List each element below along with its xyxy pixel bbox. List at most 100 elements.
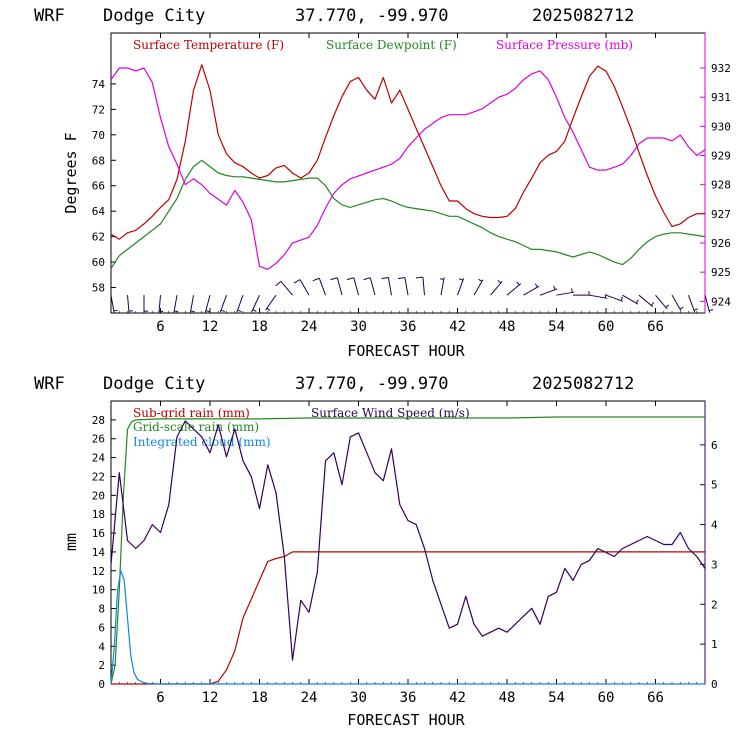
- panel2-y-axis-label: mm: [62, 533, 80, 551]
- x-tick-label: 60: [598, 319, 615, 335]
- y-left-tick-label: 12: [92, 565, 105, 578]
- x-tick-label: 42: [449, 319, 466, 335]
- y-left-tick-label: 2: [98, 659, 105, 672]
- y-left-tick-label: 64: [92, 205, 106, 218]
- panel1-y-axis-label: Degrees F: [62, 132, 80, 213]
- wind-barb: [557, 288, 575, 295]
- y-right-tick-label: 926: [711, 237, 731, 250]
- legend-surface-temperature: Surface Temperature (F): [133, 38, 284, 52]
- wind-barb: [590, 294, 608, 298]
- x-tick-label: 6: [156, 319, 164, 335]
- x-tick-label: 66: [647, 319, 664, 335]
- wind-barb: [266, 295, 276, 310]
- wind-barb: [381, 277, 391, 295]
- wind-barb: [540, 286, 557, 295]
- wind-barb: [474, 279, 483, 295]
- y-right-tick-label: 5: [711, 479, 718, 492]
- x-tick-label: 30: [350, 690, 367, 706]
- y-left-tick-label: 28: [92, 414, 105, 427]
- y-right-tick-label: 931: [711, 91, 731, 104]
- wind-barb: [294, 280, 309, 296]
- wind-barb: [144, 295, 148, 313]
- y-left-tick-label: 6: [98, 621, 105, 634]
- x-tick-label: 30: [350, 319, 367, 335]
- wind-barb: [347, 278, 358, 295]
- y-right-tick-label: 932: [711, 62, 731, 75]
- y-left-tick-label: 62: [92, 231, 105, 244]
- y-right-tick-label: 930: [711, 120, 731, 133]
- y-left-tick-label: 66: [92, 180, 105, 193]
- wind-barb: [458, 278, 464, 295]
- y-right-tick-label: 1: [711, 638, 718, 651]
- x-tick-label: 48: [499, 319, 516, 335]
- x-tick-label: 54: [548, 319, 565, 335]
- y-left-tick-label: 18: [92, 508, 105, 521]
- x-tick-label: 12: [202, 319, 219, 335]
- wind-barb: [491, 280, 503, 295]
- wind-barb: [128, 295, 133, 313]
- wind-barb: [252, 295, 260, 311]
- wind-barb: [398, 277, 408, 295]
- wind-barb: [606, 295, 623, 301]
- y-left-tick-label: 4: [98, 640, 105, 653]
- y-right-tick-label: 4: [711, 519, 718, 532]
- y-right-tick-label: 924: [711, 295, 731, 308]
- y-right-tick-label: 928: [711, 179, 731, 192]
- precipitation-wind-panel: WRF Dodge City 37.770, -99.970 202508271…: [34, 374, 718, 729]
- legend-surface-dewpoint: Surface Dewpoint (F): [326, 38, 457, 52]
- y-left-tick-label: 72: [92, 103, 105, 116]
- wind-barb: [639, 295, 654, 307]
- panel2-x-axis-label: FORECAST HOUR: [347, 711, 465, 729]
- panel1-series-lines: [111, 65, 705, 269]
- y-right-tick-label: 2: [711, 598, 718, 611]
- wind-barb: [237, 295, 243, 312]
- y-left-tick-label: 58: [92, 282, 105, 295]
- y-right-tick-label: 929: [711, 150, 731, 163]
- series-line-pressure: [111, 68, 705, 269]
- series-line-temperature: [111, 65, 705, 239]
- panel2-header-coords: 37.770, -99.970: [295, 374, 449, 394]
- wind-barb: [276, 281, 293, 295]
- x-tick-label: 36: [400, 319, 417, 335]
- wind-barb: [174, 295, 178, 313]
- panel1-plot-frame: [111, 33, 705, 313]
- wind-barb: [364, 278, 375, 295]
- panel1-header-model: WRF: [34, 6, 65, 26]
- x-tick-label: 36: [400, 690, 417, 706]
- y-left-tick-label: 8: [98, 603, 105, 616]
- series-line-integrated-cloud: [111, 571, 705, 684]
- series-line-gridscale-rain: [111, 417, 705, 684]
- y-left-tick-label: 10: [92, 584, 105, 597]
- y-left-tick-label: 68: [92, 154, 105, 167]
- series-line-subgrid-rain: [111, 552, 705, 684]
- wind-barb: [623, 295, 639, 304]
- y-left-tick-label: 60: [92, 256, 105, 269]
- y-left-tick-label: 16: [92, 527, 105, 540]
- y-left-tick-label: 24: [92, 452, 106, 465]
- wind-barb: [656, 295, 669, 309]
- x-tick-label: 24: [301, 690, 318, 706]
- y-right-tick-label: 925: [711, 266, 731, 279]
- y-right-tick-label: 3: [711, 558, 718, 571]
- wind-barbs: [111, 277, 713, 313]
- wind-barb: [111, 295, 118, 313]
- x-tick-label: 6: [156, 690, 164, 706]
- y-left-tick-label: 26: [92, 433, 105, 446]
- temperature-pressure-panel: WRF Dodge City 37.770, -99.970 202508271…: [34, 6, 731, 360]
- panel1-x-axis-label: FORECAST HOUR: [347, 342, 465, 360]
- x-tick-label: 42: [449, 690, 466, 706]
- y-right-tick-label: 927: [711, 208, 731, 221]
- wind-barb: [313, 278, 326, 295]
- wind-barb: [331, 278, 342, 295]
- x-tick-label: 54: [548, 690, 565, 706]
- legend-subgrid-rain: Sub-grid rain (mm): [133, 406, 250, 420]
- wind-barb: [672, 295, 683, 311]
- wind-barb: [205, 295, 210, 312]
- y-right-tick-label: 0: [711, 678, 718, 691]
- x-tick-label: 60: [598, 690, 615, 706]
- y-left-tick-label: 22: [92, 470, 105, 483]
- panel1-header-init: 2025082712: [532, 6, 634, 26]
- y-left-tick-label: 20: [92, 489, 105, 502]
